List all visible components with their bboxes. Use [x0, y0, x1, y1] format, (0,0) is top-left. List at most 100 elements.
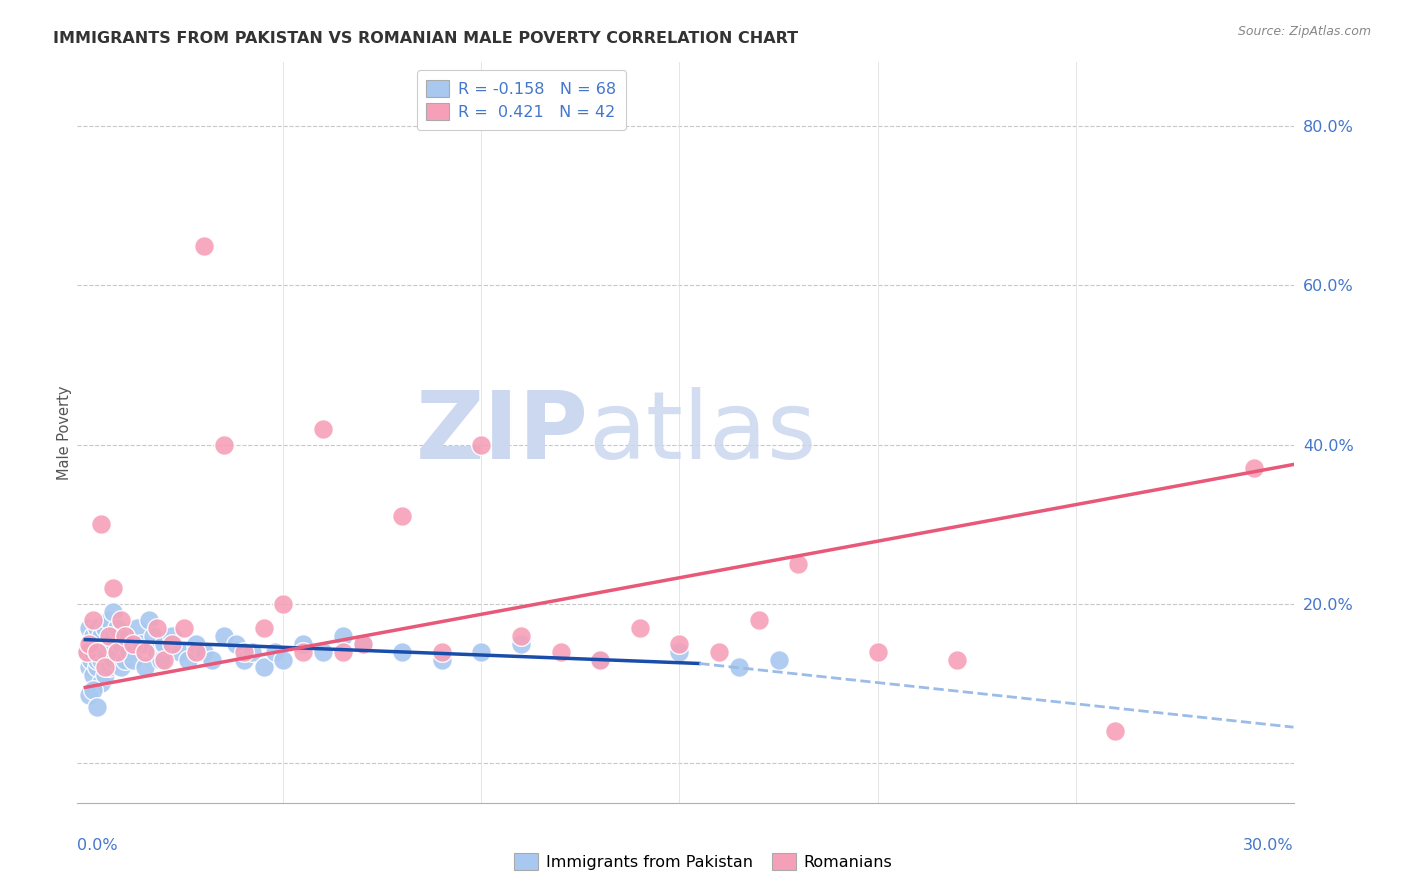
- Point: [110, 613, 132, 627]
- Point: [252, 621, 274, 635]
- Point: [82, 629, 104, 643]
- Point: [86, 621, 108, 635]
- Point: [121, 652, 143, 666]
- Point: [212, 629, 235, 643]
- Point: [186, 644, 208, 658]
- Point: [707, 644, 730, 658]
- Point: [193, 644, 215, 658]
- Point: [312, 422, 335, 436]
- Point: [252, 660, 274, 674]
- Point: [80, 652, 103, 666]
- Point: [728, 660, 751, 674]
- Point: [86, 637, 108, 651]
- Point: [232, 652, 254, 666]
- Point: [105, 621, 128, 635]
- Point: [628, 621, 651, 635]
- Y-axis label: Male Poverty: Male Poverty: [56, 385, 72, 480]
- Point: [510, 637, 533, 651]
- Text: IMMIGRANTS FROM PAKISTAN VS ROMANIAN MALE POVERTY CORRELATION CHART: IMMIGRANTS FROM PAKISTAN VS ROMANIAN MAL…: [53, 31, 799, 46]
- Point: [352, 637, 374, 651]
- Point: [768, 652, 790, 666]
- Point: [101, 652, 124, 666]
- Legend: R = -0.158   N = 68, R =  0.421   N = 42: R = -0.158 N = 68, R = 0.421 N = 42: [416, 70, 626, 130]
- Point: [98, 629, 121, 643]
- Point: [134, 644, 156, 658]
- Point: [177, 652, 200, 666]
- Point: [332, 629, 354, 643]
- Point: [470, 644, 492, 658]
- Point: [145, 644, 167, 658]
- Point: [510, 629, 533, 643]
- Point: [264, 644, 287, 658]
- Point: [470, 437, 492, 451]
- Point: [787, 557, 810, 571]
- Point: [668, 644, 690, 658]
- Point: [101, 605, 124, 619]
- Point: [105, 644, 128, 658]
- Point: [94, 621, 117, 635]
- Point: [86, 700, 108, 714]
- Point: [125, 621, 148, 635]
- Point: [90, 676, 112, 690]
- Point: [82, 682, 104, 697]
- Point: [145, 621, 167, 635]
- Point: [201, 652, 224, 666]
- Point: [86, 660, 108, 674]
- Point: [76, 644, 98, 658]
- Point: [332, 644, 354, 658]
- Point: [352, 637, 374, 651]
- Point: [94, 644, 117, 658]
- Point: [138, 613, 160, 627]
- Point: [186, 637, 208, 651]
- Point: [162, 637, 184, 651]
- Point: [77, 660, 100, 674]
- Point: [101, 581, 124, 595]
- Point: [550, 644, 572, 658]
- Legend: Immigrants from Pakistan, Romanians: Immigrants from Pakistan, Romanians: [508, 847, 898, 877]
- Point: [82, 613, 104, 627]
- Point: [82, 644, 104, 658]
- Point: [110, 660, 132, 674]
- Point: [114, 652, 136, 666]
- Point: [129, 637, 152, 651]
- Point: [86, 652, 108, 666]
- Point: [312, 644, 335, 658]
- Point: [90, 629, 112, 643]
- Point: [430, 644, 453, 658]
- Point: [149, 652, 172, 666]
- Point: [77, 621, 100, 635]
- Point: [82, 668, 104, 682]
- Point: [90, 652, 112, 666]
- Point: [173, 621, 195, 635]
- Point: [273, 652, 295, 666]
- Point: [292, 637, 315, 651]
- Text: Source: ZipAtlas.com: Source: ZipAtlas.com: [1237, 25, 1371, 38]
- Point: [292, 644, 315, 658]
- Point: [169, 644, 191, 658]
- Point: [118, 644, 141, 658]
- Point: [110, 637, 132, 651]
- Text: 30.0%: 30.0%: [1243, 838, 1294, 854]
- Point: [1104, 724, 1126, 739]
- Point: [946, 652, 969, 666]
- Text: 0.0%: 0.0%: [77, 838, 118, 854]
- Point: [90, 517, 112, 532]
- Point: [114, 629, 136, 643]
- Point: [240, 644, 263, 658]
- Point: [391, 509, 413, 524]
- Point: [134, 660, 156, 674]
- Point: [589, 652, 612, 666]
- Point: [86, 644, 108, 658]
- Point: [391, 644, 413, 658]
- Point: [153, 637, 176, 651]
- Text: atlas: atlas: [588, 386, 817, 479]
- Point: [77, 689, 100, 703]
- Point: [232, 644, 254, 658]
- Point: [98, 637, 121, 651]
- Point: [866, 644, 889, 658]
- Point: [162, 629, 184, 643]
- Point: [142, 629, 165, 643]
- Point: [98, 613, 121, 627]
- Point: [101, 629, 124, 643]
- Point: [77, 637, 100, 651]
